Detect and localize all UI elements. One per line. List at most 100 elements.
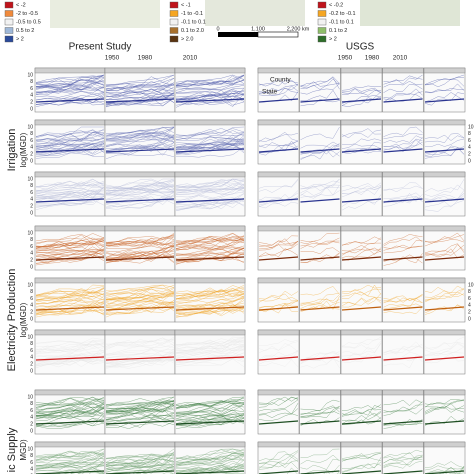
line-bundle <box>35 352 105 365</box>
line-bundle <box>300 448 340 458</box>
line-bundle <box>424 352 465 364</box>
line-bundle <box>35 296 105 303</box>
line-bundle <box>424 132 465 143</box>
line-bundle <box>300 89 340 101</box>
line-bundle <box>105 396 175 408</box>
line-bundle <box>35 245 105 257</box>
panel-strip <box>299 329 341 336</box>
median-line <box>105 306 175 311</box>
line-bundle <box>424 343 465 356</box>
line-bundle <box>175 93 245 108</box>
line-bundle <box>35 291 105 298</box>
line-bundle <box>175 356 245 365</box>
legend-swatch <box>4 10 14 17</box>
line-bundle <box>35 93 105 106</box>
line-bundle <box>175 238 245 250</box>
line-bundle <box>105 340 175 349</box>
y-tick-label: 6 <box>30 86 33 92</box>
line-bundle <box>383 244 423 249</box>
line-bundle <box>105 246 175 260</box>
panel <box>382 441 424 474</box>
line-bundle <box>175 248 245 261</box>
median-line <box>258 256 299 261</box>
line-bundle <box>341 293 382 305</box>
line-bundle <box>175 183 245 195</box>
line-bundle <box>258 79 299 87</box>
y-tick-label: 0 <box>30 316 33 322</box>
row-unit: MGD) <box>19 439 28 461</box>
line-bundle <box>383 460 423 468</box>
y-tick-label: 6 <box>468 296 471 302</box>
panel-strip <box>257 171 300 178</box>
line-bundle <box>175 345 245 358</box>
median-line <box>424 98 465 103</box>
line-bundle <box>300 83 340 95</box>
line-bundle <box>175 94 245 102</box>
line-bundle <box>35 306 105 315</box>
line-bundle <box>35 346 105 357</box>
median-line <box>341 306 382 311</box>
map-strip <box>50 0 160 28</box>
median-line <box>258 198 299 203</box>
line-bundle <box>105 403 175 412</box>
y-tick-label: 8 <box>468 289 471 295</box>
row-unit: log(MGD) <box>19 132 28 167</box>
line-bundle <box>105 400 175 413</box>
legend-swatch <box>4 18 14 26</box>
y-tick-label: 6 <box>30 190 33 196</box>
line-bundle <box>35 341 105 348</box>
line-bundle <box>105 91 175 100</box>
line-bundle <box>175 285 245 299</box>
line-bundle <box>105 187 175 194</box>
line-bundle <box>105 195 175 208</box>
header: USGS <box>346 42 375 53</box>
line-bundle <box>35 305 105 313</box>
line-bundle <box>175 286 245 300</box>
panel-strip <box>104 441 176 448</box>
header: Present Study <box>69 42 132 53</box>
line-bundle <box>424 465 465 471</box>
median-line <box>383 306 423 311</box>
line-bundle <box>383 455 423 464</box>
line-bundle <box>105 239 175 250</box>
line-bundle <box>175 454 245 466</box>
line-bundle <box>105 183 175 196</box>
legend-label: > 2 <box>329 36 337 42</box>
line-bundle <box>383 182 423 192</box>
line-bundle <box>175 197 245 212</box>
line-bundle <box>175 187 245 194</box>
median-line <box>383 148 423 153</box>
line-bundle <box>258 343 299 354</box>
line-bundle <box>424 346 465 356</box>
line-bundle <box>35 75 105 83</box>
line-bundle <box>300 458 340 470</box>
y-tick-label: 6 <box>30 460 33 466</box>
line-bundle <box>35 183 105 192</box>
line-bundle <box>175 455 245 469</box>
legend-label: -0.5 to 0.5 <box>16 19 41 25</box>
line-bundle <box>383 81 423 88</box>
line-bundle <box>105 402 175 416</box>
panel-strip <box>340 67 383 74</box>
y-tick-label: 8 <box>30 401 33 407</box>
year-label: 1980 <box>365 55 380 62</box>
y-tick-label: 4 <box>30 467 33 473</box>
line-bundle <box>35 133 105 143</box>
line-bundle <box>424 239 465 244</box>
line-bundle <box>175 293 245 304</box>
line-bundle <box>300 76 340 87</box>
line-bundle <box>383 345 423 356</box>
line-bundle <box>341 417 382 425</box>
line-bundle <box>341 352 382 360</box>
line-bundle <box>424 399 465 406</box>
line-bundle <box>35 77 105 84</box>
y-tick-label: 6 <box>30 296 33 302</box>
line-bundle <box>35 292 105 300</box>
panel <box>257 171 300 217</box>
line-bundle <box>258 248 299 258</box>
panel <box>340 389 383 435</box>
line-bundle <box>341 405 382 416</box>
line-bundle <box>175 397 245 407</box>
median-line <box>105 148 175 153</box>
median-line <box>258 306 299 311</box>
